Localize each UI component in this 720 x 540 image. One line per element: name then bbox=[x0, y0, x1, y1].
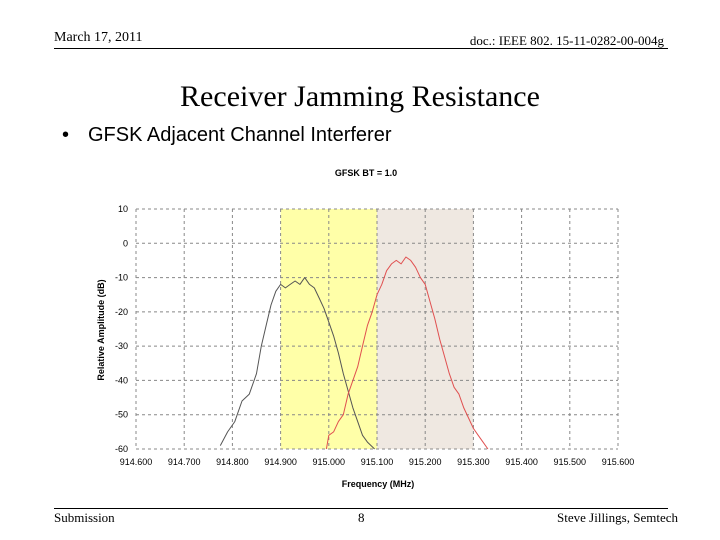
header-doc-id: doc.: IEEE 802. 15-11-0282-00-004g bbox=[469, 33, 664, 48]
x-tick-label: 915.000 bbox=[313, 457, 346, 467]
x-tick-label: 914.600 bbox=[120, 457, 153, 467]
bullet-text: GFSK Adjacent Channel Interferer bbox=[88, 124, 392, 146]
footer-submission: Submission bbox=[54, 510, 115, 525]
x-tick-label: 915.200 bbox=[409, 457, 442, 467]
header-rule bbox=[54, 48, 668, 49]
y-tick-label: -50 bbox=[115, 410, 128, 420]
x-tick-label: 914.900 bbox=[264, 457, 297, 467]
label-layer: 10 0 -10 -20 -30 -40 -50 -60 914.600 914.700 914.8… bbox=[115, 204, 634, 467]
footer-rule bbox=[54, 508, 668, 509]
y-tick-label: -10 bbox=[115, 273, 128, 283]
bullet-item: • GFSK Adjacent Channel Interferer bbox=[62, 124, 392, 147]
y-tick-label: -20 bbox=[115, 307, 128, 317]
x-tick-label: 915.600 bbox=[602, 457, 635, 467]
series-line-1 bbox=[219, 277, 375, 450]
series-layer bbox=[219, 256, 489, 450]
slide-title: Receiver Jamming Resistance bbox=[180, 80, 540, 113]
y-tick-label: 10 bbox=[118, 204, 128, 214]
y-tick-label: -40 bbox=[115, 375, 128, 385]
x-tick-label: 915.100 bbox=[361, 457, 394, 467]
y-tick-label: -60 bbox=[115, 444, 128, 454]
x-tick-label: 915.300 bbox=[457, 457, 490, 467]
y-axis-label: Relative Amplitude (dB) bbox=[96, 279, 106, 380]
header-date: March 17, 2011 bbox=[54, 30, 143, 45]
footer-author: Steve Jillings, Semtech bbox=[557, 510, 678, 525]
x-tick-label: 914.800 bbox=[216, 457, 249, 467]
chart-title: GFSK BT = 1.0 bbox=[335, 168, 397, 178]
x-axis-label: Frequency (MHz) bbox=[342, 479, 415, 489]
series-line-2 bbox=[325, 256, 489, 450]
spectrum-chart: 10 0 -10 -20 -30 -40 -50 -60 914.600 914.700 914.8… bbox=[96, 168, 634, 489]
y-tick-label: 0 bbox=[123, 238, 128, 248]
x-tick-label: 915.400 bbox=[505, 457, 538, 467]
y-tick-label: -30 bbox=[115, 341, 128, 351]
x-tick-label: 915.500 bbox=[554, 457, 587, 467]
grid-layer bbox=[135, 208, 619, 450]
bullet-icon: • bbox=[62, 124, 70, 146]
footer-page-number: 8 bbox=[358, 510, 365, 525]
x-tick-label: 914.700 bbox=[168, 457, 201, 467]
